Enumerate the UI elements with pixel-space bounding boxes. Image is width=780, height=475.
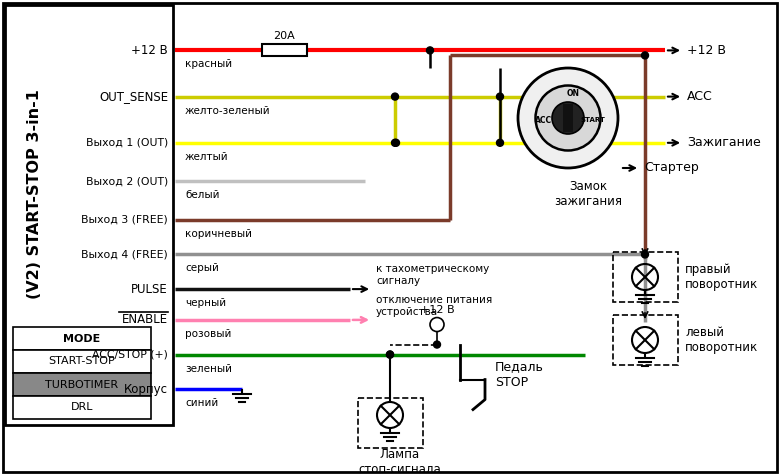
Text: желтый: желтый	[185, 152, 229, 162]
Circle shape	[427, 47, 434, 54]
Text: Выход 2 (OUT): Выход 2 (OUT)	[86, 176, 168, 186]
Text: черный: черный	[185, 298, 226, 308]
Text: левый
поворотник: левый поворотник	[685, 326, 758, 354]
Text: Зажигание: Зажигание	[687, 136, 760, 149]
Text: ACC: ACC	[687, 90, 713, 103]
Text: желто-зеленый: желто-зеленый	[185, 105, 271, 115]
Bar	[262, 44, 307, 57]
Bar	[613, 252, 678, 302]
Text: правый
поворотник: правый поворотник	[685, 263, 758, 291]
Text: Замок
зажигания: Замок зажигания	[554, 180, 622, 208]
Circle shape	[641, 52, 648, 59]
Text: Корпус: Корпус	[124, 383, 168, 396]
Circle shape	[497, 139, 504, 146]
Text: коричневый: коричневый	[185, 229, 252, 239]
Text: Выход 3 (FREE): Выход 3 (FREE)	[81, 215, 168, 225]
Text: OUT_SENSE: OUT_SENSE	[99, 90, 168, 103]
Bar	[563, 104, 573, 132]
Text: розовый: розовый	[185, 329, 232, 339]
Circle shape	[392, 139, 399, 146]
Circle shape	[392, 139, 399, 146]
Circle shape	[434, 341, 441, 348]
Text: белый: белый	[185, 190, 219, 200]
Circle shape	[518, 68, 618, 168]
Bar	[5, 5, 173, 425]
Text: к тахометрическому
сигналу: к тахометрическому сигналу	[376, 265, 489, 286]
Text: DRL: DRL	[71, 402, 94, 412]
Text: зеленый: зеленый	[185, 363, 232, 373]
Text: Стартер: Стартер	[644, 162, 699, 174]
Text: (V2) START-STOP 3-in-1: (V2) START-STOP 3-in-1	[27, 89, 42, 299]
Text: отключение питания
устройства: отключение питания устройства	[376, 295, 492, 317]
Text: START: START	[580, 117, 605, 124]
Text: START-STOP: START-STOP	[48, 357, 115, 367]
Text: PULSE: PULSE	[131, 283, 168, 295]
Circle shape	[552, 102, 584, 134]
Bar	[613, 315, 678, 365]
Circle shape	[392, 93, 399, 100]
Text: Выход 4 (FREE): Выход 4 (FREE)	[81, 249, 168, 259]
Text: ON: ON	[566, 88, 580, 97]
Circle shape	[387, 351, 393, 358]
Text: MODE: MODE	[63, 333, 101, 343]
Bar	[13, 350, 151, 373]
Text: Выход 1 (OUT): Выход 1 (OUT)	[86, 138, 168, 148]
Text: серый: серый	[185, 264, 219, 274]
Bar	[13, 327, 151, 350]
Text: красный: красный	[185, 59, 232, 69]
Text: TURBOTIMER: TURBOTIMER	[45, 380, 119, 390]
Text: синий: синий	[185, 398, 218, 408]
Circle shape	[387, 351, 393, 358]
Bar	[13, 396, 151, 419]
Text: +12 В: +12 В	[131, 44, 168, 57]
Text: 20А: 20А	[274, 31, 296, 41]
Circle shape	[497, 93, 504, 100]
Text: ACC/STOP (+): ACC/STOP (+)	[92, 350, 168, 360]
Text: +12 В: +12 В	[687, 44, 726, 57]
Bar	[13, 373, 151, 396]
Circle shape	[536, 86, 601, 151]
Text: Лампа
стоп-сигнала: Лампа стоп-сигнала	[359, 448, 441, 475]
Circle shape	[641, 251, 648, 258]
Bar	[358, 398, 423, 448]
Text: +12 В: +12 В	[420, 304, 454, 314]
Text: Педаль
STOP: Педаль STOP	[495, 361, 544, 389]
Text: ACC: ACC	[535, 116, 552, 125]
Text: ENABLE: ENABLE	[122, 314, 168, 326]
